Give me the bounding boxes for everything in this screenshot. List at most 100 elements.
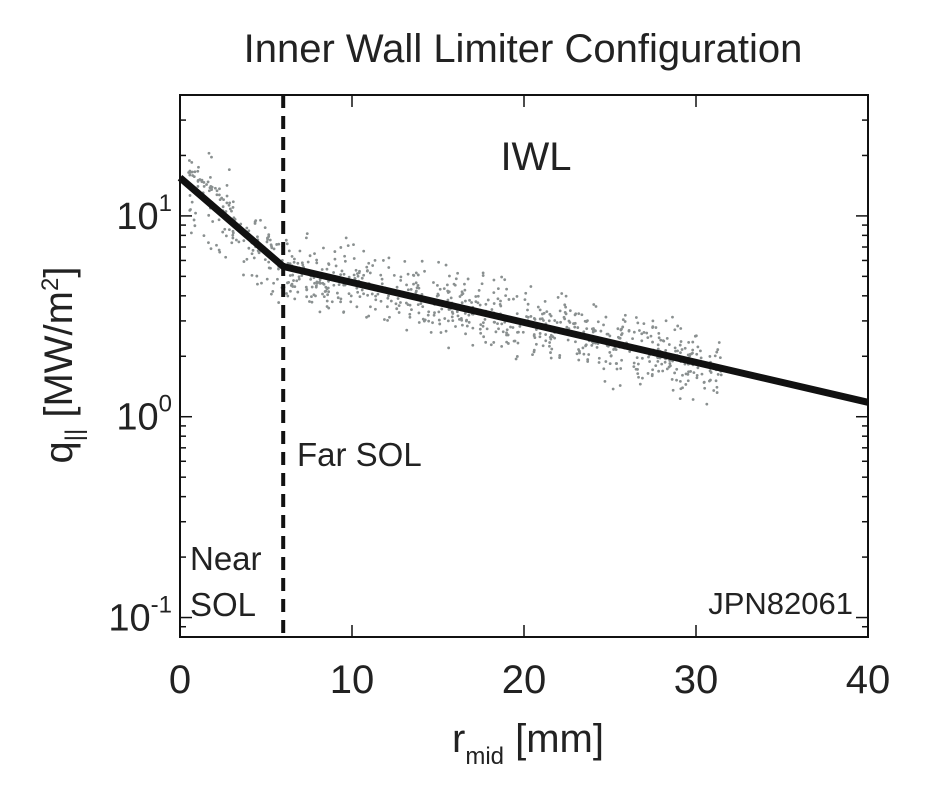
data-point [503, 278, 507, 282]
data-point [585, 320, 588, 323]
data-point [568, 309, 572, 313]
data-point [290, 282, 294, 286]
data-point [362, 249, 366, 253]
data-point [394, 302, 398, 306]
data-point [696, 366, 700, 370]
data-point [379, 273, 383, 277]
data-point [696, 345, 700, 349]
data-point [715, 391, 719, 394]
data-point [292, 279, 295, 282]
data-point [504, 294, 508, 297]
data-point [456, 271, 460, 275]
data-point [227, 168, 231, 172]
data-point [332, 271, 335, 274]
data-point [254, 219, 258, 223]
data-point [250, 273, 254, 277]
data-point [689, 370, 693, 373]
data-point [678, 397, 682, 401]
data-point [515, 294, 519, 298]
data-point [231, 231, 235, 235]
data-point [651, 368, 655, 372]
data-point [541, 344, 545, 348]
data-point [529, 285, 533, 288]
data-point [575, 352, 579, 356]
data-point [218, 187, 221, 191]
data-point [651, 340, 654, 344]
data-point [486, 298, 490, 302]
data-point [374, 294, 378, 298]
data-point [679, 327, 683, 330]
data-point [500, 275, 504, 279]
data-point [563, 311, 567, 314]
data-point [211, 220, 215, 223]
data-point [318, 310, 322, 314]
data-point [614, 348, 618, 352]
data-point [365, 315, 368, 319]
data-point [267, 266, 271, 270]
data-point [565, 325, 569, 329]
data-point [231, 200, 235, 204]
data-point [276, 277, 279, 281]
data-point [645, 331, 649, 335]
data-point [489, 343, 493, 347]
data-point [657, 336, 661, 340]
data-point [538, 308, 542, 312]
data-point [715, 385, 719, 389]
data-point [492, 278, 496, 282]
data-point [687, 340, 691, 344]
data-point [380, 277, 384, 281]
data-point [490, 308, 494, 311]
data-point [632, 361, 636, 365]
data-point [356, 274, 360, 278]
x-axis-label: rmid [mm] [452, 717, 604, 770]
data-point [422, 319, 426, 323]
data-point [505, 287, 509, 291]
data-point [649, 334, 653, 338]
data-point [439, 331, 443, 334]
data-point [202, 184, 206, 188]
data-point [436, 292, 440, 296]
data-point [548, 344, 551, 348]
data-point [675, 367, 679, 371]
data-point [684, 372, 688, 376]
data-point [228, 207, 232, 211]
data-point [463, 288, 467, 292]
data-point [673, 346, 677, 350]
data-point [416, 303, 420, 307]
data-point [296, 290, 300, 294]
data-point [691, 348, 695, 352]
data-point [670, 377, 674, 381]
data-point [408, 315, 412, 319]
data-point [272, 281, 276, 285]
data-point [290, 255, 294, 258]
data-point [374, 298, 378, 302]
data-point [339, 297, 343, 301]
data-point [498, 303, 502, 306]
data-point [594, 305, 598, 308]
data-point [505, 328, 509, 332]
data-point [332, 283, 336, 287]
data-point [356, 290, 360, 294]
data-point [463, 311, 467, 315]
data-point [591, 330, 595, 334]
data-point [464, 332, 467, 336]
data-point [628, 350, 632, 353]
data-point [494, 330, 498, 334]
data-point [188, 194, 192, 197]
data-point [466, 277, 470, 281]
data-point [654, 364, 658, 367]
data-point [306, 260, 310, 264]
data-point [410, 308, 413, 312]
data-point [609, 354, 613, 358]
data-point [315, 284, 318, 288]
data-point [447, 346, 451, 350]
data-point [406, 288, 410, 292]
data-point [564, 305, 568, 309]
data-point [608, 334, 612, 338]
data-point [355, 305, 359, 309]
data-point [641, 376, 644, 380]
data-point [679, 340, 683, 343]
data-point [442, 287, 446, 291]
data-point [362, 273, 366, 277]
data-point [708, 355, 712, 358]
